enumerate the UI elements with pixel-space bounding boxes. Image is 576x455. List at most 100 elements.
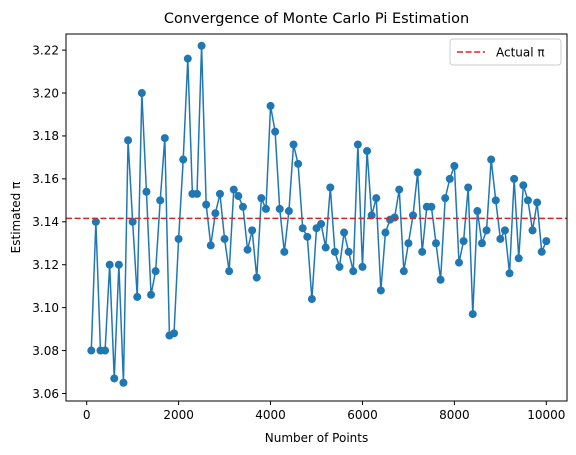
data-point [303, 232, 312, 241]
data-point [487, 155, 496, 164]
data-point [372, 194, 381, 203]
data-point [215, 189, 224, 198]
data-point [528, 226, 537, 235]
data-point [193, 189, 201, 198]
data-point [510, 174, 519, 183]
data-point [326, 183, 335, 192]
data-point [298, 224, 307, 233]
data-point [133, 292, 142, 301]
data-point [220, 234, 229, 243]
data-point [197, 41, 206, 50]
x-tick-label: 2000 [163, 408, 194, 422]
data-point [523, 196, 532, 205]
data-point [174, 234, 183, 243]
data-point [537, 247, 546, 256]
x-tick-label: 4000 [255, 408, 286, 422]
data-point [505, 269, 514, 278]
y-tick-label: 3.12 [32, 258, 59, 272]
y-tick-label: 3.08 [32, 344, 59, 358]
data-point [160, 134, 169, 143]
data-point [284, 207, 293, 216]
data-point [427, 202, 436, 211]
data-point [206, 241, 215, 250]
data-point [500, 226, 509, 235]
data-point [289, 140, 298, 149]
data-point [436, 275, 445, 284]
data-point [519, 181, 528, 190]
data-point [147, 290, 156, 299]
plot-area [66, 41, 567, 387]
data-point [409, 211, 418, 220]
data-point [156, 196, 165, 205]
data-point [87, 346, 96, 355]
data-point [91, 217, 100, 226]
data-point [110, 374, 119, 383]
data-point [491, 196, 500, 205]
data-point [124, 136, 133, 145]
data-point [243, 245, 252, 254]
y-tick-label: 3.20 [32, 86, 59, 100]
data-point [542, 237, 551, 246]
legend-label-actual-pi: Actual π [496, 46, 545, 60]
x-tick-label: 10000 [527, 408, 565, 422]
data-point [137, 89, 146, 98]
plot-frame [65, 33, 568, 402]
data-point [464, 183, 473, 192]
x-tick-label: 0 [83, 408, 91, 422]
data-point [514, 254, 523, 263]
data-point [105, 260, 114, 269]
data-point [418, 247, 427, 256]
data-point [238, 202, 247, 211]
data-point [179, 155, 188, 164]
data-point [482, 226, 491, 235]
data-point [234, 192, 243, 201]
y-tick-label: 3.06 [32, 387, 59, 401]
y-axis-label: Estimated π [9, 182, 23, 254]
x-axis-label: Number of Points [265, 431, 368, 445]
data-point [404, 239, 413, 248]
data-point [376, 286, 385, 295]
data-point [441, 194, 450, 203]
data-point [225, 267, 234, 276]
data-point [533, 198, 542, 207]
data-point [271, 127, 280, 136]
data-point [211, 209, 220, 218]
data-point [294, 159, 303, 168]
y-tick-label: 3.10 [32, 301, 59, 315]
chart-title: Convergence of Monte Carlo Pi Estimation [164, 11, 469, 27]
data-point [344, 247, 353, 256]
data-point [459, 237, 468, 246]
x-axis: 0 2000 4000 6000 8000 10000 [83, 401, 565, 422]
data-point [454, 258, 463, 267]
y-tick-label: 3.22 [32, 43, 59, 57]
x-tick-label: 8000 [439, 408, 470, 422]
data-point [432, 239, 440, 248]
data-point [340, 228, 349, 237]
data-point [496, 234, 505, 243]
data-point [335, 262, 344, 271]
legend-frame [449, 38, 562, 66]
data-point [266, 101, 275, 110]
data-point [229, 185, 238, 194]
y-tick-label: 3.18 [32, 129, 59, 143]
data-point [248, 226, 257, 235]
data-point [183, 54, 192, 63]
data-point [128, 217, 137, 226]
data-point [151, 267, 160, 276]
data-point [280, 247, 289, 256]
y-tick-label: 3.14 [32, 215, 59, 229]
data-point [119, 378, 128, 387]
data-point [413, 168, 422, 177]
data-point [367, 211, 376, 220]
data-point [477, 239, 486, 248]
data-point [445, 174, 454, 183]
data-point [395, 185, 404, 194]
data-point [330, 247, 339, 256]
data-point [114, 260, 123, 269]
data-point [317, 219, 326, 228]
data-point [399, 267, 408, 276]
data-point [257, 194, 266, 203]
data-point [468, 310, 477, 319]
data-point [473, 207, 482, 216]
